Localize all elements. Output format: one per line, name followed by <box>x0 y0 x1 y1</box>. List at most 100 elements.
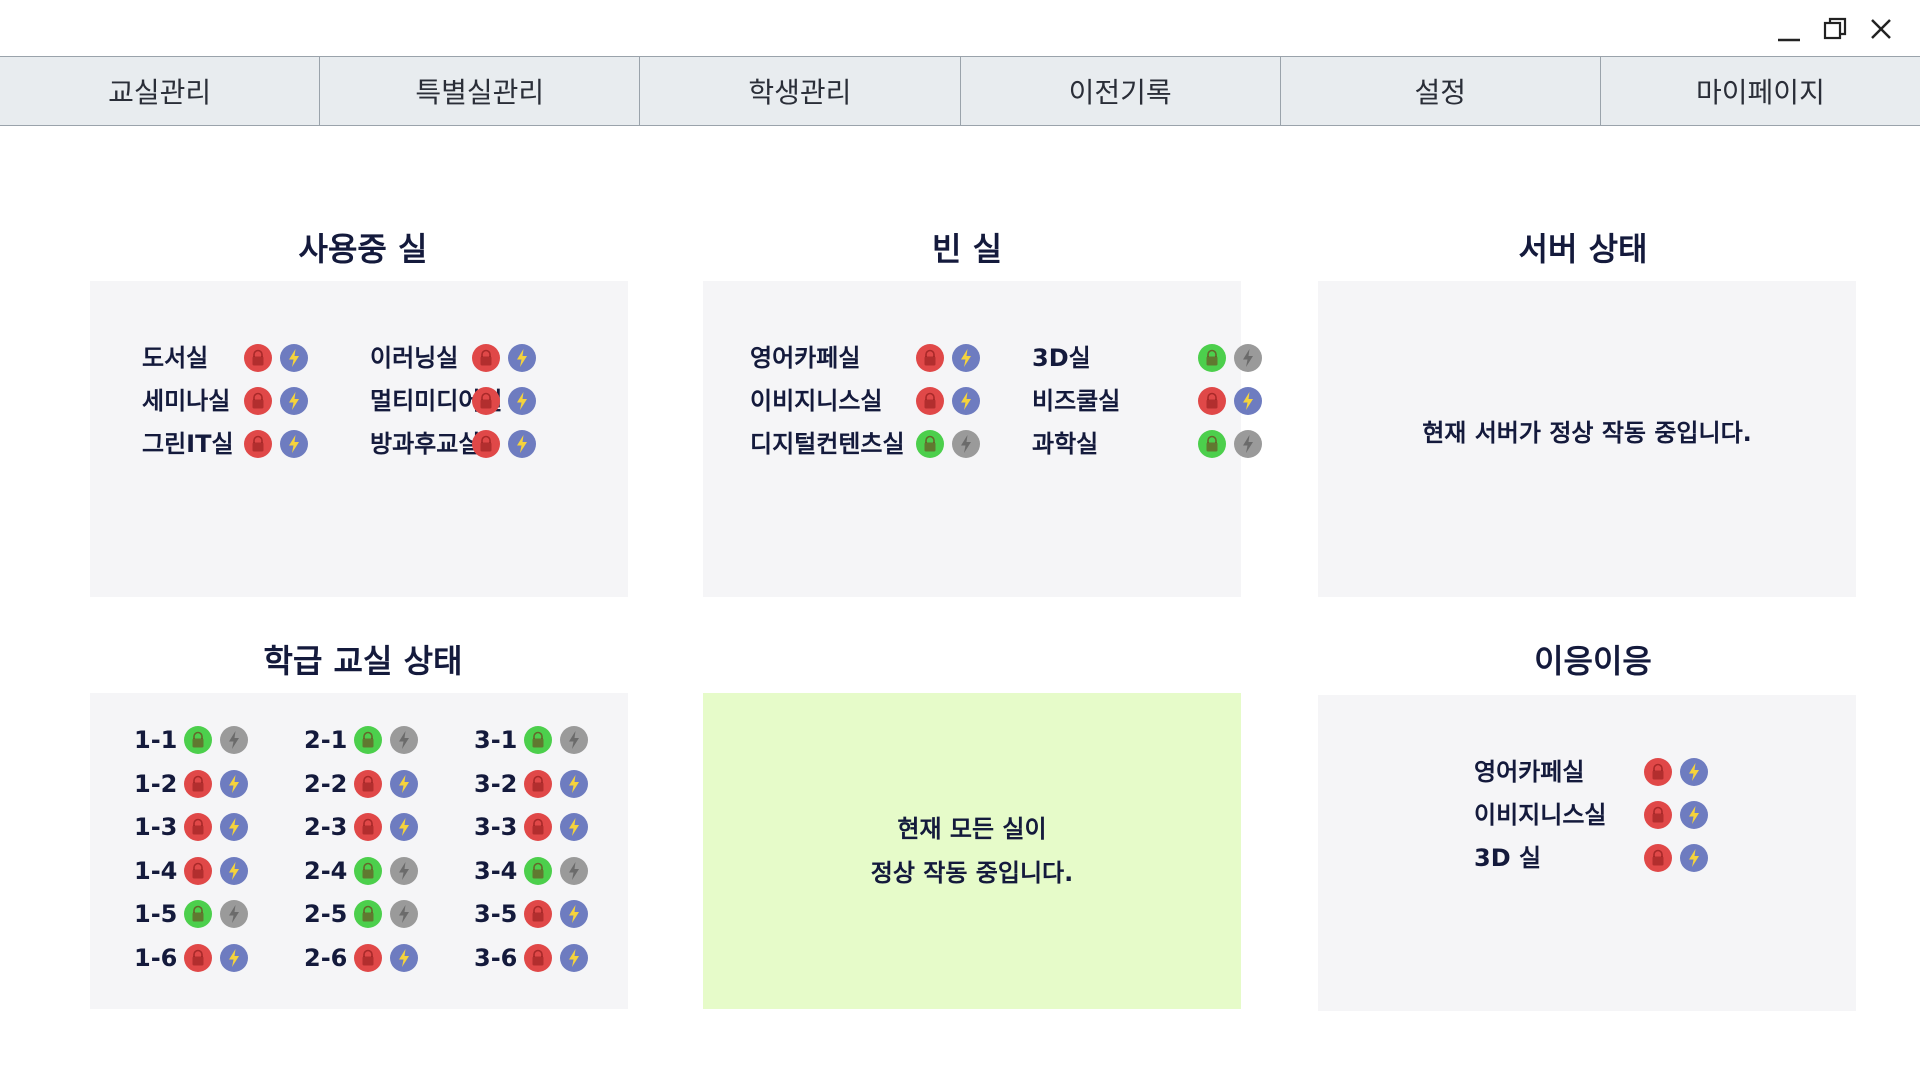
power-icon[interactable] <box>220 813 248 841</box>
power-icon[interactable] <box>560 726 588 754</box>
power-icon[interactable] <box>390 813 418 841</box>
power-icon[interactable] <box>1680 758 1708 786</box>
room-name[interactable]: 3D실 <box>1032 344 1091 372</box>
power-icon[interactable] <box>390 726 418 754</box>
room-name[interactable]: 이비지니스실 <box>750 387 883 415</box>
lock-icon[interactable] <box>524 769 552 798</box>
lock-icon[interactable] <box>184 769 212 798</box>
power-icon[interactable] <box>220 900 248 928</box>
room-name[interactable]: 방과후교실 <box>370 430 481 458</box>
power-icon[interactable] <box>220 856 248 885</box>
power-icon[interactable] <box>560 856 588 885</box>
room-name[interactable]: 1-5 <box>134 900 178 928</box>
room-name[interactable]: 세미나실 <box>142 387 231 415</box>
room-name[interactable]: 영어카페실 <box>750 344 861 372</box>
lock-icon[interactable] <box>1198 430 1226 458</box>
room-name[interactable]: 2-3 <box>304 813 348 841</box>
room-name[interactable]: 1-3 <box>134 813 178 841</box>
lock-icon[interactable] <box>1644 801 1672 829</box>
lock-icon[interactable] <box>1644 758 1672 786</box>
lock-icon[interactable] <box>184 900 212 928</box>
room-name[interactable]: 과학실 <box>1032 430 1099 458</box>
room-name[interactable]: 도서실 <box>142 344 209 372</box>
lock-icon[interactable] <box>916 430 944 458</box>
power-icon[interactable] <box>560 943 588 972</box>
power-icon[interactable] <box>508 344 536 372</box>
lock-icon[interactable] <box>524 856 552 885</box>
tab-history[interactable]: 이전기록 <box>961 57 1281 125</box>
lock-icon[interactable] <box>524 943 552 972</box>
room-name[interactable]: 1-6 <box>134 943 178 972</box>
tab-special-room-management[interactable]: 특별실관리 <box>320 57 641 125</box>
maximize-icon[interactable] <box>1820 14 1850 44</box>
lock-icon[interactable] <box>1198 344 1226 372</box>
lock-icon[interactable] <box>916 387 944 415</box>
room-name[interactable]: 3D 실 <box>1474 844 1542 872</box>
minimize-icon[interactable] <box>1774 14 1804 44</box>
room-name[interactable]: 이러닝실 <box>370 344 459 372</box>
lock-icon[interactable] <box>244 430 272 458</box>
power-icon[interactable] <box>280 387 308 415</box>
room-name[interactable]: 2-2 <box>304 769 348 798</box>
tab-classroom-management[interactable]: 교실관리 <box>0 57 321 125</box>
power-icon[interactable] <box>1234 430 1262 458</box>
lock-icon[interactable] <box>524 726 552 754</box>
power-icon[interactable] <box>1680 801 1708 829</box>
room-name[interactable]: 1-1 <box>134 726 178 754</box>
power-icon[interactable] <box>390 769 418 798</box>
power-icon[interactable] <box>390 900 418 928</box>
room-name[interactable]: 영어카페실 <box>1474 758 1585 786</box>
lock-icon[interactable] <box>184 726 212 754</box>
room-name[interactable]: 3-3 <box>474 813 518 841</box>
tab-settings[interactable]: 설정 <box>1281 57 1601 125</box>
power-icon[interactable] <box>508 430 536 458</box>
lock-icon[interactable] <box>472 430 500 458</box>
power-icon[interactable] <box>560 900 588 928</box>
room-name[interactable]: 2-6 <box>304 943 348 972</box>
power-icon[interactable] <box>1234 344 1262 372</box>
power-icon[interactable] <box>560 769 588 798</box>
room-name[interactable]: 이비지니스실 <box>1474 801 1607 829</box>
power-icon[interactable] <box>1234 387 1262 415</box>
power-icon[interactable] <box>280 344 308 372</box>
power-icon[interactable] <box>952 430 980 458</box>
lock-icon[interactable] <box>354 813 382 841</box>
room-name[interactable]: 2-4 <box>304 856 348 885</box>
room-name[interactable]: 3-5 <box>474 900 518 928</box>
lock-icon[interactable] <box>472 387 500 415</box>
lock-icon[interactable] <box>184 813 212 841</box>
room-name[interactable]: 3-4 <box>474 856 518 885</box>
tab-student-management[interactable]: 학생관리 <box>640 57 961 125</box>
tab-my-page[interactable]: 마이페이지 <box>1696 76 1825 109</box>
room-name[interactable]: 비즈쿨실 <box>1032 387 1121 415</box>
power-icon[interactable] <box>560 813 588 841</box>
power-icon[interactable] <box>220 769 248 798</box>
lock-icon[interactable] <box>524 900 552 928</box>
room-name[interactable]: 1-2 <box>134 769 178 798</box>
lock-icon[interactable] <box>184 856 212 885</box>
power-icon[interactable] <box>280 430 308 458</box>
room-name[interactable]: 3-2 <box>474 769 518 798</box>
lock-icon[interactable] <box>524 813 552 841</box>
lock-icon[interactable] <box>354 943 382 972</box>
room-name[interactable]: 그린IT실 <box>142 430 234 458</box>
lock-icon[interactable] <box>354 900 382 928</box>
room-name[interactable]: 3-6 <box>474 943 518 972</box>
power-icon[interactable] <box>952 387 980 415</box>
room-name[interactable]: 2-1 <box>304 726 348 754</box>
power-icon[interactable] <box>390 943 418 972</box>
lock-icon[interactable] <box>354 856 382 885</box>
room-name[interactable]: 디지털컨텐츠실 <box>750 430 905 458</box>
power-icon[interactable] <box>220 726 248 754</box>
power-icon[interactable] <box>220 943 248 972</box>
power-icon[interactable] <box>390 856 418 885</box>
room-name[interactable]: 2-5 <box>304 900 348 928</box>
room-name[interactable]: 3-1 <box>474 726 518 754</box>
lock-icon[interactable] <box>1644 844 1672 872</box>
lock-icon[interactable] <box>916 344 944 372</box>
close-icon[interactable] <box>1866 14 1896 44</box>
lock-icon[interactable] <box>354 769 382 798</box>
lock-icon[interactable] <box>184 943 212 972</box>
room-name[interactable]: 1-4 <box>134 856 178 885</box>
lock-icon[interactable] <box>244 387 272 415</box>
